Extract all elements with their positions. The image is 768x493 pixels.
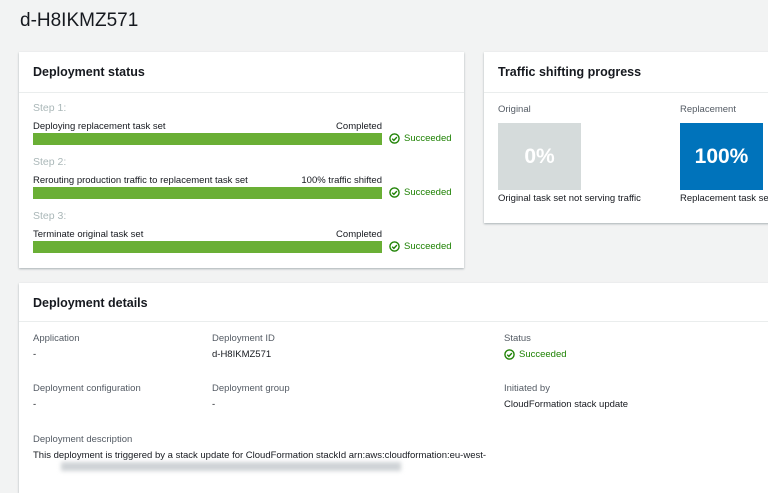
success-icon: [389, 133, 400, 144]
success-icon: [389, 241, 400, 252]
field-label: Deployment ID: [212, 333, 275, 344]
step-progress: Completed: [336, 229, 382, 240]
redacted-text: [61, 462, 401, 471]
original-label: Original: [498, 104, 531, 115]
field-value: d-H8IKMZ571: [212, 349, 272, 360]
field-label: Deployment group: [212, 383, 290, 394]
traffic-panel: Traffic shifting progress Original 0% Or…: [484, 52, 768, 223]
field-value: Succeeded: [504, 349, 567, 360]
field-value: CloudFormation stack update: [504, 399, 629, 410]
replacement-percent: 100%: [680, 123, 763, 190]
field-label: Deployment configuration: [33, 383, 141, 394]
field-value: -: [33, 399, 37, 410]
field-value-text: Succeeded: [519, 349, 567, 360]
field-value: -: [33, 349, 37, 360]
panel-title: Deployment details: [33, 296, 148, 310]
step-label: Step 2:: [33, 156, 67, 168]
field-value: This deployment is triggered by a stack …: [33, 450, 487, 461]
step-task: Deploying replacement task set: [33, 121, 166, 132]
divider: [19, 321, 768, 322]
step-progress: 100% traffic shifted: [301, 175, 382, 186]
field-label: Deployment description: [33, 434, 133, 445]
step-progress: Completed: [336, 121, 382, 132]
progress-bar: [33, 133, 382, 145]
progress-bar: [33, 187, 382, 199]
panel-title: Traffic shifting progress: [498, 65, 642, 79]
divider: [19, 92, 464, 93]
step-result-text: Succeeded: [404, 133, 452, 144]
field-label: Application: [33, 333, 80, 344]
success-icon: [504, 349, 515, 360]
panel-title: Deployment status: [33, 65, 145, 79]
replacement-caption: Replacement task set serving traffic: [680, 193, 768, 204]
step-task: Rerouting production traffic to replacem…: [33, 175, 248, 186]
field-value: -: [212, 399, 216, 410]
step-result: Succeeded: [389, 187, 452, 198]
step-label: Step 3:: [33, 210, 67, 222]
replacement-label: Replacement: [680, 104, 736, 115]
page-title: d-H8IKMZ571: [20, 10, 139, 31]
success-icon: [389, 187, 400, 198]
deployment-details-panel: Deployment details Application - Deploymen…: [19, 283, 768, 493]
original-caption: Original task set not serving traffic: [498, 193, 641, 204]
step-result-text: Succeeded: [404, 187, 452, 198]
step-result: Succeeded: [389, 133, 452, 144]
original-percent: 0%: [498, 123, 581, 190]
page: d-H8IKMZ571 Deployment status Step 1: Dep…: [19, 10, 768, 493]
field-label: Initiated by: [504, 383, 550, 394]
step-result: Succeeded: [389, 241, 452, 252]
field-label: Status: [504, 333, 531, 344]
step-result-text: Succeeded: [404, 241, 452, 252]
step-task: Terminate original task set: [33, 229, 144, 240]
divider: [484, 92, 768, 93]
progress-bar: [33, 241, 382, 253]
step-label: Step 1:: [33, 102, 67, 114]
deployment-status-panel: Deployment status Step 1: Deploying repla…: [19, 52, 464, 268]
